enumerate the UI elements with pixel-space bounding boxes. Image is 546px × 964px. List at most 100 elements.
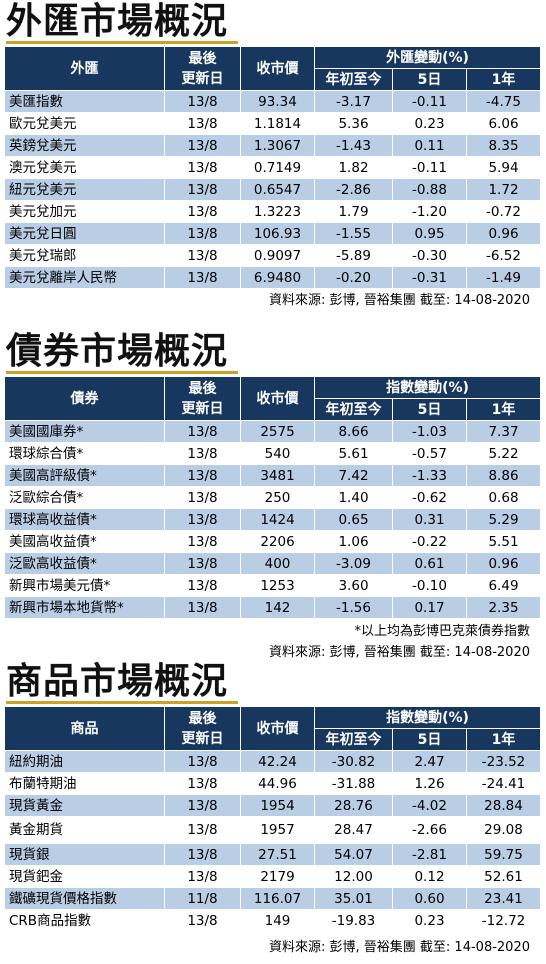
fx-table: 外匯 最後 更新日 收市價 外匯變動(%) 年初至今 5日 1年 美匯指數 13/… [4, 46, 542, 289]
table-row: 環球高收益債* 13/8 1424 0.65 0.31 5.29 [4, 508, 542, 531]
row-updated: 13/8 [164, 178, 241, 201]
row-1y: 5.94 [465, 156, 542, 179]
row-5d: 0.11 [392, 134, 467, 157]
row-1y: 0.68 [465, 486, 542, 509]
bonds-header-5d: 5日 [392, 398, 467, 421]
row-ytd: -1.55 [314, 222, 393, 245]
table-row: 泛歐高收益債* 13/8 400 -3.09 0.61 0.96 [4, 552, 542, 575]
row-close: 6.9480 [240, 266, 315, 289]
row-updated: 13/8 [164, 794, 241, 817]
row-5d: 2.47 [392, 750, 467, 773]
row-updated: 13/8 [164, 530, 241, 553]
row-close: 2206 [240, 530, 315, 553]
bonds-source: 資料來源: 彭博, 晉裕集團 截至: 14-08-2020 [269, 645, 530, 660]
row-updated: 13/8 [164, 843, 241, 866]
row-ytd: 28.76 [314, 794, 393, 817]
row-ytd: 8.66 [314, 420, 393, 443]
row-5d: -0.11 [392, 90, 467, 113]
table-row: 環球綜合債* 13/8 540 5.61 -0.57 5.22 [4, 442, 542, 465]
row-name: 環球高收益債* [4, 508, 165, 531]
table-row: 鐵礦現貨價格指數 11/8 116.07 35.01 0.60 23.41 [4, 887, 542, 910]
row-updated: 13/8 [164, 508, 241, 531]
row-5d: -4.02 [392, 794, 467, 817]
row-5d: 0.60 [392, 887, 467, 910]
fx-header-change: 外匯變動(%) [313, 46, 542, 69]
row-name: 美元兌日圓 [4, 222, 165, 245]
row-name: 美國高收益債* [4, 530, 165, 553]
row-5d: -0.62 [392, 486, 467, 509]
row-1y: 8.35 [465, 134, 542, 157]
row-ytd: -3.09 [314, 552, 393, 575]
bonds-note: *以上均為彭博巴克萊債券指數 [354, 624, 530, 639]
row-name: 美元兌離岸人民幣 [4, 266, 165, 289]
row-1y: -0.72 [465, 200, 542, 223]
row-ytd: -1.56 [314, 596, 393, 619]
row-name: 現貨鈀金 [4, 865, 165, 888]
row-close: 0.6547 [240, 178, 315, 201]
table-row: 美國高評級債* 13/8 3481 7.42 -1.33 8.86 [4, 464, 542, 487]
bonds-header-updated: 最後 更新日 [164, 376, 241, 421]
row-1y: 29.08 [465, 816, 542, 844]
row-close: 116.07 [240, 887, 315, 910]
row-5d: -0.11 [392, 156, 467, 179]
row-close: 1.1814 [240, 112, 315, 135]
row-updated: 13/8 [164, 90, 241, 113]
table-row: 紐約期油 13/8 42.24 -30.82 2.47 -23.52 [4, 750, 542, 773]
row-updated: 13/8 [164, 596, 241, 619]
row-5d: 0.95 [392, 222, 467, 245]
row-updated: 13/8 [164, 464, 241, 487]
table-row: CRB商品指數 13/8 149 -19.83 0.23 -12.72 [4, 909, 542, 932]
row-5d: 0.31 [392, 508, 467, 531]
table-row: 黃金期貨 13/8 1957 28.47 -2.66 29.08 [4, 816, 542, 844]
row-1y: -24.41 [465, 772, 542, 795]
fx-title-rule [6, 41, 238, 44]
row-5d: 0.17 [392, 596, 467, 619]
row-5d: -0.22 [392, 530, 467, 553]
row-close: 44.96 [240, 772, 315, 795]
bonds-header-name: 債券 [4, 376, 165, 421]
bonds-header-close: 收市價 [240, 376, 315, 421]
row-name: 美國高評級債* [4, 464, 165, 487]
row-updated: 13/8 [164, 134, 241, 157]
row-updated: 13/8 [164, 750, 241, 773]
row-ytd: 5.61 [314, 442, 393, 465]
row-updated: 13/8 [164, 266, 241, 289]
row-ytd: -19.83 [314, 909, 393, 932]
row-ytd: 54.07 [314, 843, 393, 866]
row-name: 紐約期油 [4, 750, 165, 773]
row-close: 142 [240, 596, 315, 619]
row-ytd: -2.86 [314, 178, 393, 201]
row-name: CRB商品指數 [4, 909, 165, 932]
row-name: 布蘭特期油 [4, 772, 165, 795]
row-5d: 0.23 [392, 112, 467, 135]
row-name: 英鎊兌美元 [4, 134, 165, 157]
row-updated: 13/8 [164, 200, 241, 223]
table-row: 美元兌離岸人民幣 13/8 6.9480 -0.20 -0.31 -1.49 [4, 266, 542, 289]
table-row: 美國國庫券* 13/8 2575 8.66 -1.03 7.37 [4, 420, 542, 443]
row-name: 新興市場本地貨幣* [4, 596, 165, 619]
row-updated: 13/8 [164, 816, 241, 844]
row-ytd: -31.88 [314, 772, 393, 795]
fx-header-1y: 1年 [465, 68, 542, 91]
row-1y: -1.49 [465, 266, 542, 289]
table-row: 現貨銀 13/8 27.51 54.07 -2.81 59.75 [4, 843, 542, 866]
table-row: 紐元兌美元 13/8 0.6547 -2.86 -0.88 1.72 [4, 178, 542, 201]
fx-header-name: 外匯 [4, 46, 165, 91]
row-1y: 59.75 [465, 843, 542, 866]
row-ytd: 3.60 [314, 574, 393, 597]
commodities-source: 資料來源: 彭博, 晉裕集團 截至: 14-08-2020 [269, 940, 530, 955]
row-1y: 1.72 [465, 178, 542, 201]
row-1y: -6.52 [465, 244, 542, 267]
row-updated: 13/8 [164, 486, 241, 509]
row-5d: -0.57 [392, 442, 467, 465]
row-close: 1957 [240, 816, 315, 844]
row-ytd: -0.20 [314, 266, 393, 289]
row-ytd: -1.43 [314, 134, 393, 157]
row-close: 3481 [240, 464, 315, 487]
commodities-header-close: 收市價 [240, 706, 315, 751]
row-5d: -1.20 [392, 200, 467, 223]
bonds-title-rule [6, 371, 238, 374]
row-1y: 28.84 [465, 794, 542, 817]
row-1y: -12.72 [465, 909, 542, 932]
row-1y: 0.96 [465, 552, 542, 575]
